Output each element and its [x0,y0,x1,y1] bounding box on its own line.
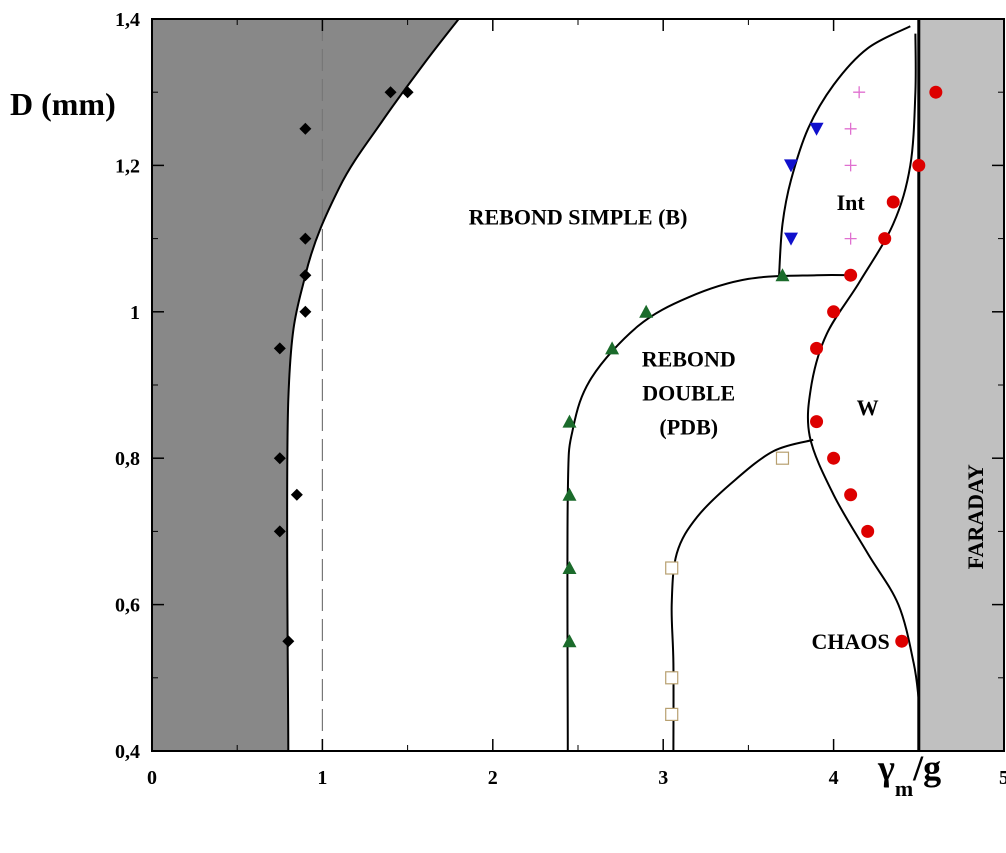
data-point-diamond [299,122,312,135]
data-point-triangle-up [562,634,577,648]
data-point-diamond [299,232,312,245]
x-tick-label: 4 [829,767,839,789]
data-point-circle [810,415,824,429]
x-tick-label: 1 [317,767,327,789]
data-point-diamond [299,269,312,282]
data-point-triangle-up [639,304,654,318]
x-tick-label: 3 [658,767,668,789]
data-point-square-open [665,671,679,685]
y-tick-label: 1,4 [115,9,140,31]
data-point-circle [827,305,841,319]
x-axis-label-tail: /g [912,748,941,788]
y-tick-label: 0,8 [115,448,140,470]
x-axis-label: γm/g [877,748,941,801]
data-point-plus [844,122,857,135]
data-point-triangle-down [809,122,824,136]
region-label-rebond_double: REBOND DOUBLE (PDB) [642,346,736,439]
data-point-circle [878,232,892,246]
data-point-triangle-down [784,232,798,246]
y-tick-label: 0,4 [115,741,140,763]
no-bounce-threshold-curve [286,18,460,752]
data-point-circle [844,268,858,282]
data-point-triangle-up [562,487,577,501]
y-axis-label: D (mm) [10,86,116,122]
data-point-circle [929,85,943,99]
data-point-square-open [775,451,790,465]
region-label-faraday: FARADAY [963,464,988,569]
data-point-diamond [273,342,286,355]
no-bounce-region [152,19,459,751]
data-point-plus [844,232,857,245]
data-point-plus [844,159,857,172]
faraday-region [918,19,1004,751]
region-label-int: Int [837,190,866,215]
data-point-circle [912,158,926,172]
data-point-triangle-down [784,159,798,173]
x-tick-label: 0 [147,767,157,789]
data-point-diamond [282,635,295,648]
data-point-circle [861,524,875,538]
data-point-triangle-up [562,414,577,428]
x-axis-label-base: γ [877,748,895,788]
chaos-threshold-curve [670,438,814,752]
y-tick-label: 0,6 [115,595,140,617]
region-label-w: W [857,395,879,420]
data-point-triangle-up [775,268,790,282]
region-label-rebond_simple: REBOND SIMPLE (B) [469,205,688,230]
region-label-chaos: CHAOS [812,629,890,654]
data-point-diamond [384,86,397,99]
x-axis-label-sub: m [895,776,913,801]
data-point-diamond [401,86,414,99]
data-point-circle [886,195,900,209]
data-point-diamond [290,488,303,501]
walker-threshold-curve [806,33,920,700]
data-point-diamond [299,305,312,318]
data-point-circle [844,488,858,502]
x-tick-label: 5 [999,767,1006,789]
data-point-circle [895,634,909,648]
data-point-circle [810,341,824,355]
data-point-square-open [665,561,679,575]
y-tick-label: 1 [130,302,140,324]
data-point-circle [827,451,841,465]
x-tick-label: 2 [488,767,498,789]
data-point-diamond [273,452,286,465]
intermittency-threshold-curve [778,25,911,276]
data-point-diamond [273,525,286,538]
data-point-square-open [665,707,679,722]
data-point-triangle-up [562,561,577,574]
data-point-plus [853,86,866,99]
data-point-triangle-up [605,341,620,355]
y-tick-label: 1,2 [115,155,140,177]
